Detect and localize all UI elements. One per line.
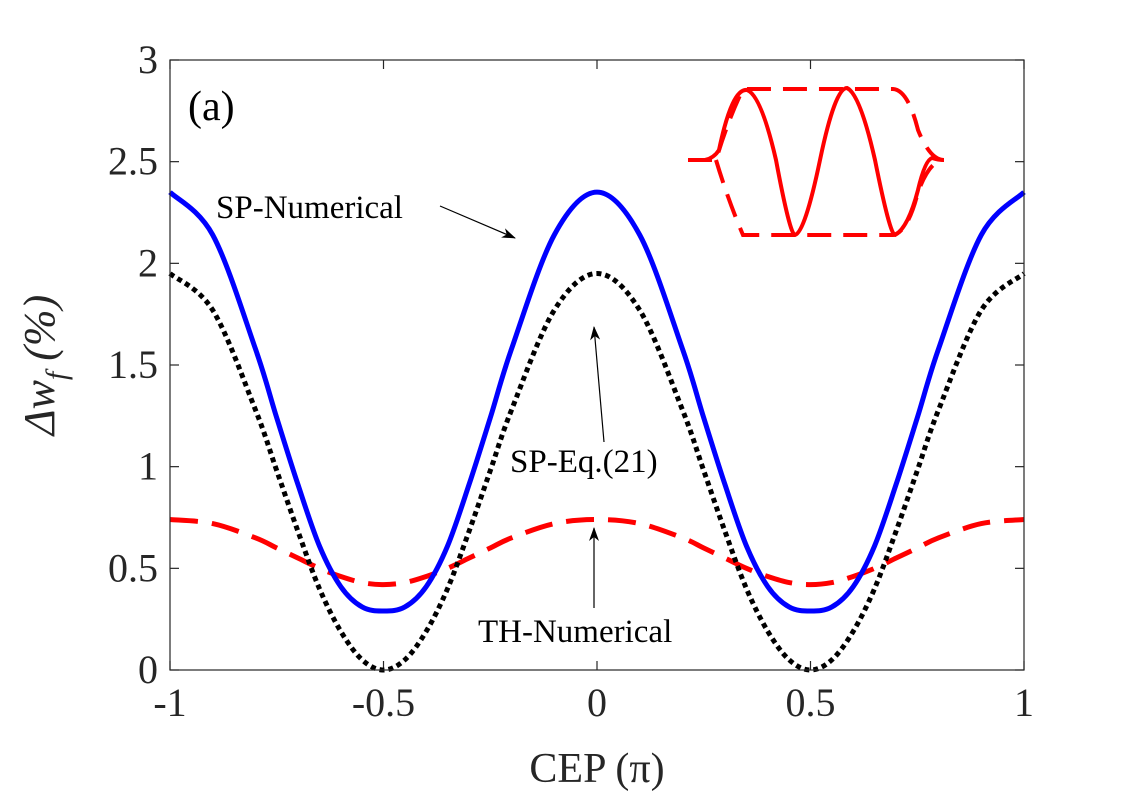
arrow-sp-numerical: [439, 205, 516, 239]
annotation-sp-eq21: SP-Eq.(21): [510, 444, 658, 480]
pulse-envelope-upper: [688, 87, 945, 162]
y-axis-label-unit: (%): [15, 295, 64, 372]
y-tick-label: 3: [138, 37, 158, 82]
series-sp-eq-21: [168, 270, 1026, 673]
x-tick-label: 0: [587, 680, 607, 725]
pulse-carrier: [688, 85, 945, 238]
y-tick-label: 0: [138, 647, 158, 692]
pulse-envelope-lower: [714, 158, 945, 237]
y-tick-labels: 0 0.5 1 1.5 2 2.5 3: [108, 37, 158, 692]
series-sp-numerical: [168, 189, 1026, 614]
panel-label: (a): [188, 84, 235, 130]
y-tick-label: 0.5: [108, 545, 158, 590]
series-layer: [168, 189, 1026, 673]
annotation-th-numerical: TH-Numerical: [478, 614, 672, 650]
annotation-sp-numerical: SP-Numerical: [216, 190, 403, 226]
y-tick-label: 2.5: [108, 139, 158, 184]
x-tick-label: 0.5: [786, 680, 836, 725]
plot-frame: [169, 59, 1025, 671]
y-axis-label-main: Δw: [15, 379, 64, 437]
x-tick-labels: -1 -0.5 0 0.5 1: [153, 680, 1034, 725]
arrow-sp-eq21: [590, 326, 605, 443]
y-axis-label: Δwf (%): [15, 295, 73, 437]
x-tick-label: -1: [153, 680, 186, 725]
x-axis-label: CEP (π): [529, 746, 664, 792]
y-tick-label: 2: [138, 240, 158, 285]
x-tick-label: -0.5: [352, 680, 415, 725]
x-tick-label: 1: [1014, 680, 1034, 725]
series-th-numerical: [169, 517, 1025, 588]
pulse-waveform-icon: [688, 85, 945, 238]
y-tick-label: 1.5: [108, 342, 158, 387]
y-tick-label: 1: [138, 444, 158, 489]
